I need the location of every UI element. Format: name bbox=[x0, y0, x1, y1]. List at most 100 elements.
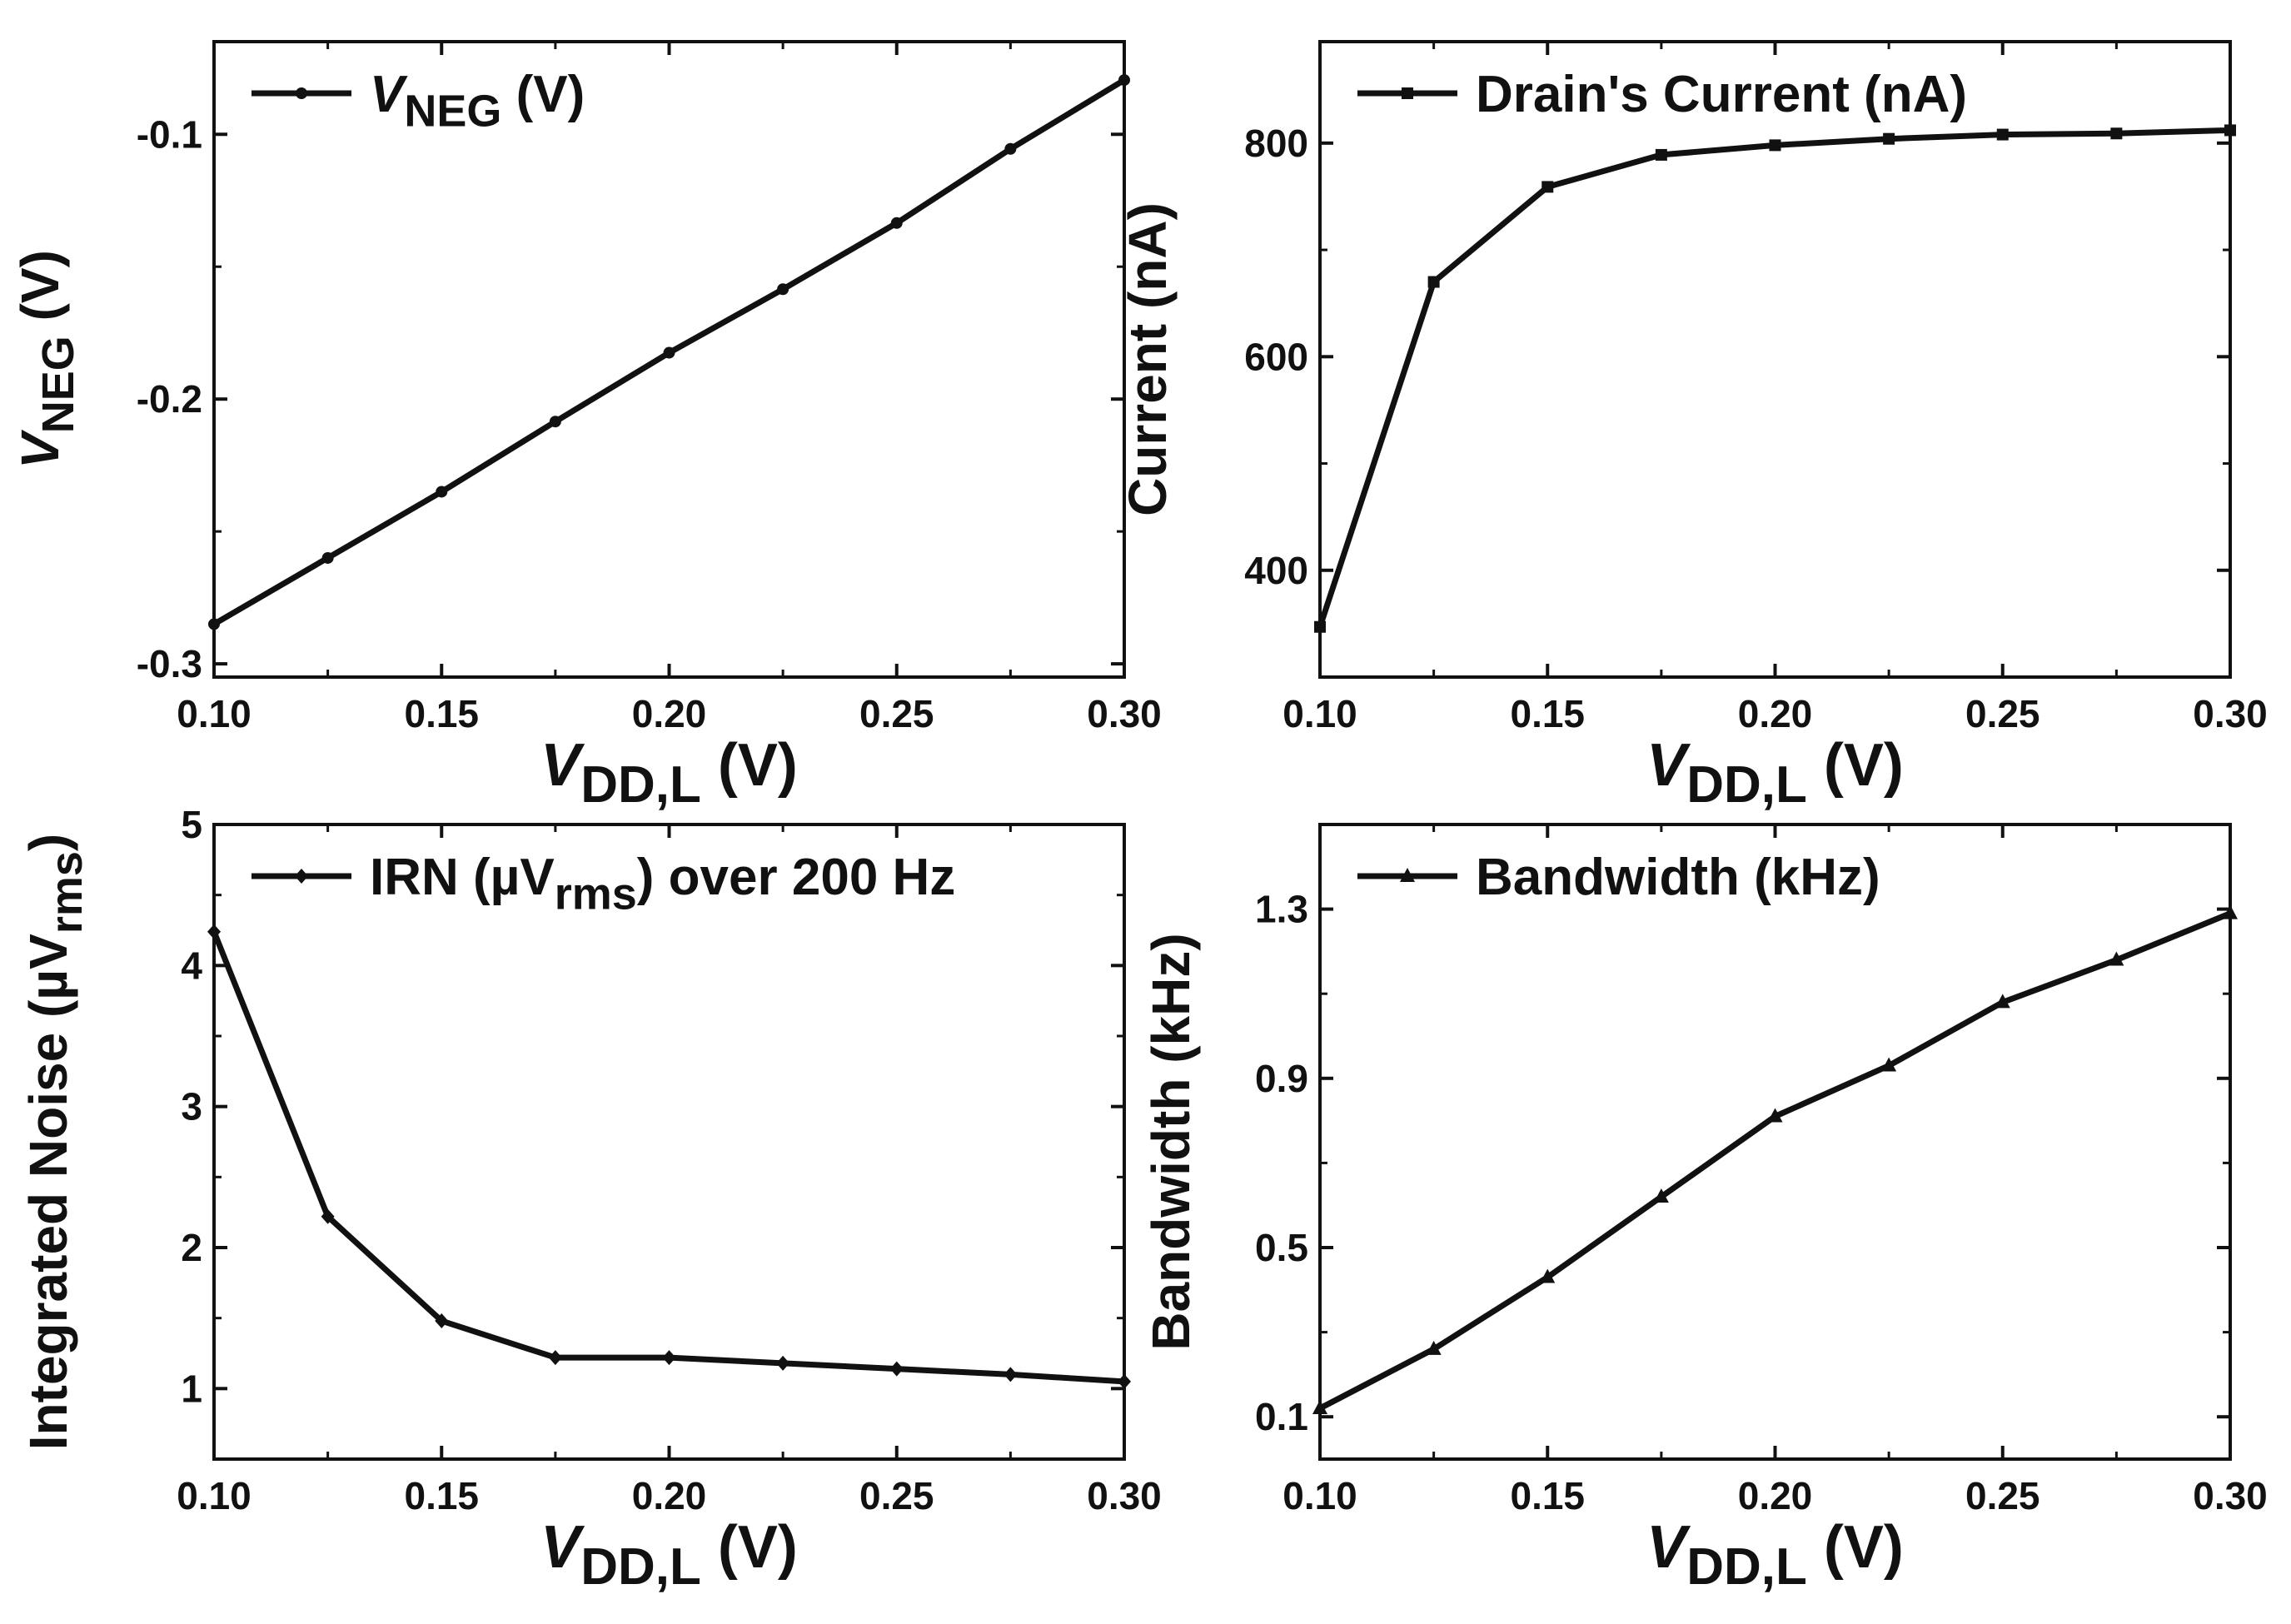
label-subscript: NEG bbox=[404, 86, 501, 136]
x-tick-label: 0.15 bbox=[404, 1474, 479, 1517]
x-tick-label: 0.20 bbox=[632, 1474, 707, 1517]
label-tail: ) over 200 Hz bbox=[637, 849, 956, 906]
data-point bbox=[890, 217, 903, 229]
label-subscript: DD,L bbox=[580, 1538, 701, 1596]
legend-marker bbox=[1402, 87, 1413, 99]
y-tick-label: 1 bbox=[181, 1367, 202, 1410]
label-main: Drain's Current (nA) bbox=[1476, 66, 1967, 123]
data-point bbox=[1426, 1340, 1442, 1355]
label-main: V bbox=[1646, 732, 1691, 799]
y-tick-label: 0.1 bbox=[1255, 1395, 1308, 1438]
x-tick-label: 0.20 bbox=[632, 692, 707, 735]
data-point bbox=[777, 283, 789, 296]
data-point bbox=[207, 924, 221, 939]
legend-marker bbox=[295, 869, 308, 884]
legend-label: Drain's Current (nA) bbox=[1476, 66, 1967, 123]
x-axis-label: VDD,L (V) bbox=[1646, 732, 1904, 814]
data-point bbox=[2224, 124, 2236, 137]
chart-panel-noise: 0.10 0.15 0.20 0.25 0.30 1 2 3 4 5 VDD,L (V) Integr… bbox=[18, 803, 1162, 1596]
data-point bbox=[1653, 1188, 1669, 1203]
y-tick-label: 800 bbox=[1244, 122, 1308, 165]
x-tick-label: 0.15 bbox=[1510, 692, 1585, 735]
data-point bbox=[1541, 181, 1554, 193]
y-axis-label: VNEG (V) bbox=[10, 250, 83, 469]
label-tail: (V) bbox=[10, 250, 70, 336]
x-tick-label: 0.30 bbox=[2193, 692, 2268, 735]
x-tick-label: 0.30 bbox=[1087, 692, 1162, 735]
label-tail: (V) bbox=[1807, 1514, 1904, 1581]
x-tick-label: 0.15 bbox=[404, 692, 479, 735]
data-point bbox=[1118, 1373, 1131, 1389]
label-subscript: DD,L bbox=[1686, 756, 1807, 814]
label-subscript: DD,L bbox=[1686, 1538, 1807, 1596]
y-axis-label: Current (nA) bbox=[1118, 202, 1178, 516]
x-tick-label: 0.10 bbox=[177, 1474, 252, 1517]
legend-marker bbox=[1400, 868, 1415, 882]
y-tick-label: -0.3 bbox=[137, 642, 202, 685]
data-point bbox=[2109, 951, 2124, 966]
series-line bbox=[1317, 127, 2231, 628]
x-tick-label: 0.25 bbox=[859, 692, 934, 735]
data-point bbox=[321, 551, 334, 564]
y-tick-label: 3 bbox=[181, 1085, 202, 1128]
data-point bbox=[1769, 139, 1781, 152]
legend-label: VNEG (V) bbox=[370, 66, 585, 136]
x-tick-label: 0.15 bbox=[1510, 1474, 1585, 1517]
x-tick-label: 0.25 bbox=[1965, 1474, 2040, 1517]
data-point bbox=[1312, 1400, 1327, 1415]
label-tail: (V) bbox=[501, 66, 585, 123]
y-tick-label: 400 bbox=[1244, 549, 1308, 592]
series-line bbox=[211, 930, 1125, 1385]
legend-label: Bandwidth (kHz) bbox=[1476, 849, 1880, 906]
data-point bbox=[1995, 994, 2010, 1009]
y-tick-label: 2 bbox=[181, 1226, 202, 1269]
label-main: Current (nA) bbox=[1118, 202, 1178, 516]
label-main: Integrated Noise (µV bbox=[18, 934, 78, 1450]
label-main: Bandwidth (kHz) bbox=[1476, 849, 1880, 906]
x-tick-label: 0.20 bbox=[1738, 1474, 1813, 1517]
x-tick-label: 0.10 bbox=[1282, 692, 1357, 735]
data-point bbox=[1883, 132, 1895, 145]
label-main: V bbox=[540, 732, 585, 799]
data-point bbox=[2223, 904, 2238, 919]
label-tail: (V) bbox=[701, 1514, 798, 1581]
x-axis-label: VDD,L (V) bbox=[540, 732, 798, 814]
x-tick-label: 0.10 bbox=[1282, 1474, 1357, 1517]
label-main: V bbox=[10, 429, 70, 469]
data-point bbox=[1540, 1268, 1556, 1283]
x-tick-label: 0.30 bbox=[1087, 1474, 1162, 1517]
x-tick-label: 0.10 bbox=[177, 692, 252, 735]
label-main: V bbox=[1646, 1514, 1691, 1581]
legend-label: IRN (µVrms) over 200 Hz bbox=[370, 849, 955, 919]
plot-frame bbox=[212, 40, 1126, 679]
data-point bbox=[1427, 276, 1440, 288]
data-point bbox=[549, 416, 561, 428]
chart-panel-current: 0.10 0.15 0.20 0.25 0.30 400 600 800 VDD,L (V) Cu… bbox=[1118, 40, 2268, 814]
label-tail: (V) bbox=[1807, 732, 1904, 799]
x-axis-label: VDD,L (V) bbox=[1646, 1514, 1904, 1596]
data-point bbox=[1118, 74, 1130, 87]
chart-panel-bandwidth: 0.10 0.15 0.20 0.25 0.30 0.1 0.5 0.9 1.3 VDD,L (V… bbox=[1141, 823, 2268, 1596]
data-point bbox=[663, 346, 675, 359]
label-subscript: rms bbox=[555, 869, 637, 919]
label-subscript: rms bbox=[42, 851, 92, 934]
data-point bbox=[435, 1313, 449, 1329]
data-point bbox=[1767, 1108, 1783, 1123]
label-tail: ) bbox=[18, 834, 78, 851]
data-point bbox=[548, 1350, 562, 1366]
y-tick-label: -0.1 bbox=[137, 112, 202, 156]
label-tail: (V) bbox=[701, 732, 798, 799]
y-tick-label: 600 bbox=[1244, 335, 1308, 378]
data-point bbox=[1314, 620, 1326, 633]
x-tick-label: 0.30 bbox=[2193, 1474, 2268, 1517]
y-axis-label: Integrated Noise (µVrms) bbox=[18, 834, 92, 1450]
label-subscript: DD,L bbox=[580, 756, 701, 814]
y-tick-label: 1.3 bbox=[1255, 888, 1308, 931]
label-main: Bandwidth (kHz) bbox=[1141, 933, 1201, 1350]
legend-marker bbox=[296, 87, 307, 99]
x-tick-label: 0.25 bbox=[859, 1474, 934, 1517]
plot-frame bbox=[1318, 823, 2232, 1461]
data-point bbox=[1004, 142, 1017, 155]
y-tick-label: 5 bbox=[181, 803, 202, 846]
